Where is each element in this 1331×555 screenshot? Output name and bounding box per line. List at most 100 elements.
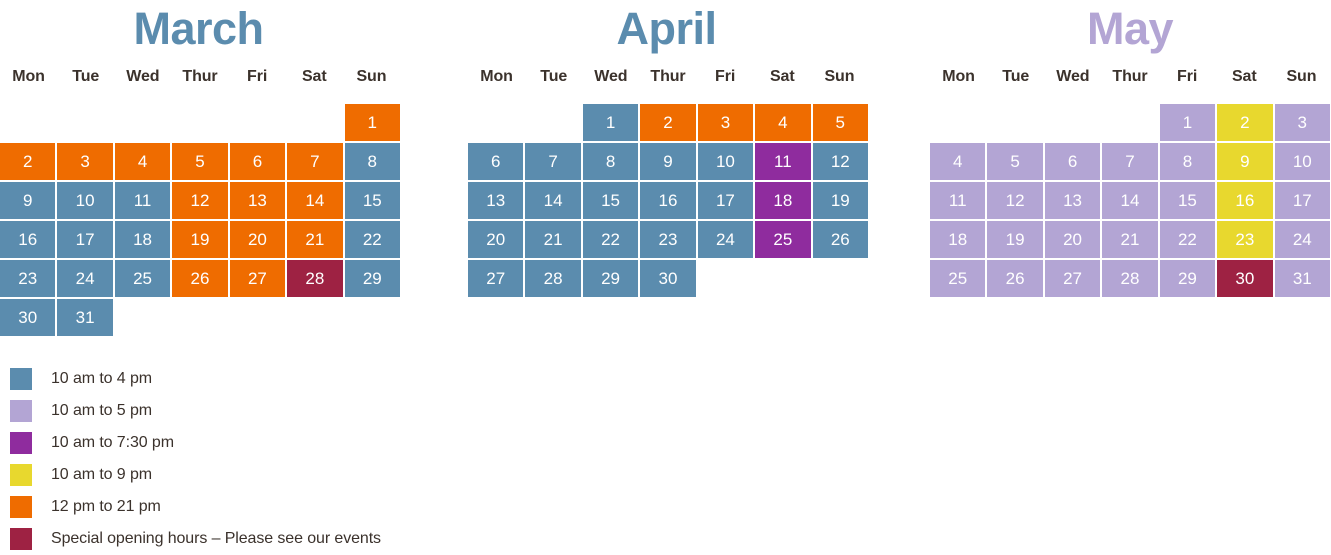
day-cell[interactable]: 17 [1274,182,1330,219]
day-cell[interactable]: 25 [930,260,986,297]
day-cell[interactable]: 6 [1044,143,1101,180]
day-cell[interactable]: 11 [114,182,171,219]
day-cell[interactable]: 26 [172,260,228,297]
day-cell[interactable]: 25 [755,221,811,258]
day-cell[interactable]: 28 [287,260,343,297]
day-cell[interactable]: 9 [0,182,56,219]
day-cell[interactable]: 27 [229,260,286,297]
day-cell[interactable]: 24 [1274,221,1330,258]
day-cell[interactable]: 26 [987,260,1043,297]
day-cell[interactable]: 11 [930,182,986,219]
day-cell[interactable]: 20 [468,221,524,258]
day-cell[interactable]: 21 [287,221,343,258]
day-cell[interactable]: 3 [697,104,754,141]
day-cell[interactable]: 10 [1274,143,1330,180]
day-cell[interactable]: 29 [1159,260,1216,297]
day-cell[interactable]: 9 [1217,143,1273,180]
day-cell[interactable]: 17 [57,221,113,258]
day-cell[interactable]: 4 [930,143,986,180]
day-cell[interactable]: 1 [582,104,639,141]
day-cell[interactable]: 23 [640,221,696,258]
day-cell[interactable]: 20 [1044,221,1101,258]
day-cell[interactable]: 21 [525,221,581,258]
day-cell[interactable]: 5 [812,104,868,141]
day-cell[interactable]: 3 [1274,104,1330,141]
day-cell[interactable]: 6 [468,143,524,180]
day-cell[interactable]: 27 [1044,260,1101,297]
day-cell[interactable]: 19 [812,182,868,219]
legend-row: 10 am to 4 pm [10,363,710,395]
day-cell[interactable]: 12 [172,182,228,219]
day-cell[interactable]: 15 [1159,182,1216,219]
calendar-legend: 10 am to 4 pm 10 am to 5 pm 10 am to 7:30 … [10,363,710,555]
day-cell[interactable]: 30 [640,260,696,297]
day-cell[interactable]: 2 [640,104,696,141]
day-cell[interactable]: 20 [229,221,286,258]
day-cell[interactable]: 28 [1102,260,1158,297]
day-cell[interactable]: 14 [525,182,581,219]
day-cell[interactable]: 25 [114,260,171,297]
day-cell[interactable]: 13 [229,182,286,219]
day-cell[interactable]: 10 [697,143,754,180]
day-cell[interactable]: 23 [1217,221,1273,258]
day-cell[interactable]: 22 [1159,221,1216,258]
day-cell[interactable]: 7 [525,143,581,180]
legend-row: Special opening hours – Please see our e… [10,523,710,555]
day-cell[interactable]: 19 [987,221,1043,258]
day-of-week-label-sun: Sun [824,68,855,85]
day-cell[interactable]: 22 [344,221,400,258]
day-cell[interactable]: 18 [114,221,171,258]
day-cell[interactable]: 16 [640,182,696,219]
day-cell[interactable]: 16 [0,221,56,258]
day-cell[interactable]: 5 [172,143,228,180]
day-cell[interactable]: 27 [468,260,524,297]
day-cell[interactable]: 21 [1102,221,1158,258]
day-cell[interactable]: 7 [1102,143,1158,180]
day-cell[interactable]: 19 [172,221,228,258]
day-cell[interactable]: 2 [0,143,56,180]
day-cell-empty [930,104,985,141]
day-cell[interactable]: 8 [582,143,639,180]
day-cell[interactable]: 6 [229,143,286,180]
day-cell[interactable]: 8 [344,143,400,180]
day-cell[interactable]: 14 [1102,182,1158,219]
day-cell[interactable]: 30 [1217,260,1273,297]
day-cell[interactable]: 18 [755,182,811,219]
day-cell[interactable]: 12 [812,143,868,180]
day-cell[interactable]: 1 [1159,104,1216,141]
day-cell[interactable]: 7 [287,143,343,180]
day-cell[interactable]: 24 [697,221,754,258]
day-cell[interactable]: 2 [1217,104,1273,141]
day-cell[interactable]: 15 [582,182,639,219]
day-cell[interactable]: 11 [755,143,811,180]
day-cell[interactable]: 31 [1274,260,1330,297]
day-cell[interactable]: 23 [0,260,56,297]
day-cell[interactable]: 4 [114,143,171,180]
day-cell[interactable]: 18 [930,221,986,258]
day-cell[interactable]: 26 [812,221,868,258]
day-of-week-label-thur: Thur [1112,68,1148,85]
day-cell[interactable]: 31 [57,299,113,336]
day-cell[interactable]: 13 [1044,182,1101,219]
day-of-week-label-mon: Mon [942,68,975,85]
day-cell[interactable]: 12 [987,182,1043,219]
day-cell[interactable]: 3 [57,143,113,180]
day-cell[interactable]: 29 [344,260,400,297]
day-cell[interactable]: 9 [640,143,696,180]
day-cell[interactable]: 4 [755,104,811,141]
day-cell[interactable]: 16 [1217,182,1273,219]
day-cell[interactable]: 28 [525,260,581,297]
day-cell[interactable]: 13 [468,182,524,219]
day-cell[interactable]: 1 [344,104,400,141]
day-cell[interactable]: 17 [697,182,754,219]
day-cell[interactable]: 30 [0,299,56,336]
day-cell[interactable]: 29 [582,260,639,297]
day-cell[interactable]: 14 [287,182,343,219]
day-cell[interactable]: 5 [987,143,1043,180]
day-of-week-label-thur: Thur [182,68,218,85]
day-cell[interactable]: 15 [344,182,400,219]
day-cell[interactable]: 8 [1159,143,1216,180]
day-cell[interactable]: 10 [57,182,113,219]
day-cell[interactable]: 24 [57,260,113,297]
day-cell[interactable]: 22 [582,221,639,258]
